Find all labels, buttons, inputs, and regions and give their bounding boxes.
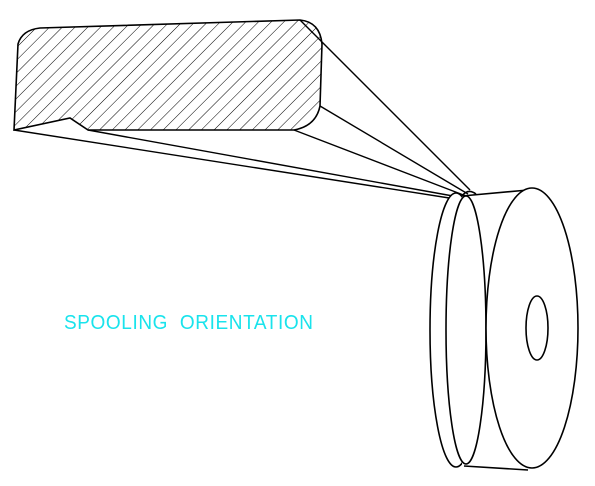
strip-cross-section xyxy=(13,19,323,131)
projection-lines xyxy=(13,19,471,201)
spool-center-hole xyxy=(525,295,549,361)
wound-strip xyxy=(461,190,477,197)
spool xyxy=(429,187,579,471)
spooling-orientation-label: SPOOLING ORIENTATION xyxy=(64,312,314,335)
